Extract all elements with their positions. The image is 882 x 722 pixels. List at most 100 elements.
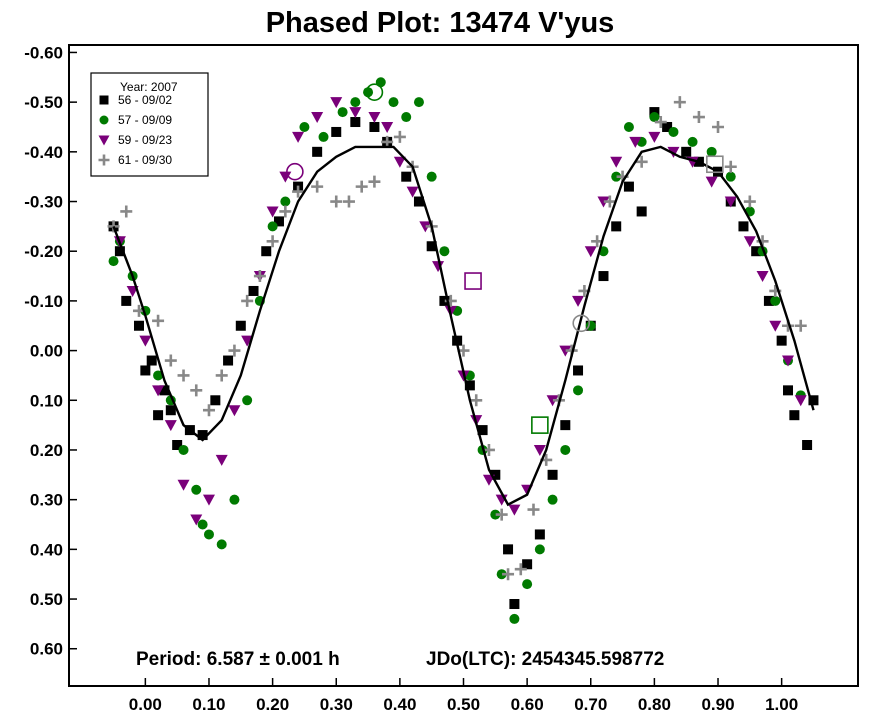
y-tick-label: 0.10 [30, 391, 63, 410]
y-tick-label: -0.20 [24, 242, 63, 261]
data-point [623, 181, 634, 192]
data-point [153, 410, 164, 421]
data-point [368, 175, 381, 188]
data-point [292, 131, 305, 143]
data-point [789, 410, 800, 421]
data-point [603, 195, 616, 208]
data-point [743, 195, 756, 208]
data-point [426, 171, 437, 182]
data-point [751, 246, 762, 257]
data-point [598, 271, 609, 282]
data-point [648, 131, 661, 143]
legend-label: 61 - 09/30 [118, 153, 172, 167]
data-point [560, 444, 571, 455]
data-point [527, 503, 540, 516]
data-point [177, 369, 190, 382]
data-point [776, 335, 787, 346]
data-point [153, 370, 164, 381]
data-point [662, 121, 673, 132]
data-point [495, 508, 508, 521]
data-point [350, 97, 361, 108]
data-point [228, 344, 241, 357]
data-point [133, 320, 144, 331]
data-point [509, 599, 520, 610]
data-point [533, 444, 546, 456]
data-point [241, 335, 254, 347]
y-tick-label: -0.10 [24, 292, 63, 311]
data-point [178, 444, 189, 455]
data-point [470, 394, 483, 407]
fit-curve [112, 145, 815, 507]
data-point [350, 117, 361, 128]
open-marker [286, 162, 304, 181]
data-point [253, 270, 266, 283]
data-point [706, 146, 717, 157]
data-point [482, 443, 495, 456]
data-point [572, 295, 585, 307]
data-point [406, 186, 419, 198]
data-point [763, 295, 774, 306]
data-point [546, 395, 559, 407]
data-point [164, 420, 177, 432]
data-point [311, 180, 324, 193]
data-point [121, 295, 132, 306]
data-point [522, 559, 533, 570]
data-point [330, 195, 343, 208]
data-point [202, 494, 215, 506]
data-point [190, 514, 203, 526]
data-point [705, 176, 718, 188]
x-tick-label: 0.70 [574, 695, 607, 714]
data-point [152, 385, 165, 397]
data-point [159, 385, 170, 396]
data-point [573, 385, 584, 396]
x-tick-label: 0.00 [129, 695, 162, 714]
y-tick-label: -0.60 [24, 43, 63, 62]
data-point [738, 221, 749, 232]
open-marker [572, 314, 591, 333]
data-point [299, 121, 310, 132]
open-marker [531, 416, 549, 434]
legend-marker [99, 95, 109, 105]
data-point [393, 130, 406, 143]
data-point [522, 579, 533, 590]
data-point [668, 126, 679, 137]
data-point [146, 355, 157, 366]
data-point [330, 97, 343, 109]
data-point [202, 404, 215, 417]
data-point [229, 494, 240, 505]
data-point [292, 185, 305, 198]
x-tick-label: 0.60 [511, 695, 544, 714]
data-point [724, 196, 737, 208]
data-point [210, 395, 221, 406]
data-point [503, 544, 514, 555]
data-point [464, 380, 475, 391]
data-point [490, 469, 501, 480]
data-point [725, 171, 736, 182]
x-axis: 0.00 0.10 0.20 0.30 0.40 0.50 0.60 0.70 0.80 0.90… [129, 678, 798, 714]
data-point [712, 120, 725, 133]
data-point [496, 569, 507, 580]
data-point [191, 484, 202, 495]
y-tick-label: -0.40 [24, 143, 63, 162]
data-point [318, 131, 329, 142]
data-point [393, 156, 406, 168]
data-point [267, 221, 278, 232]
data-point [248, 285, 259, 296]
data-point [439, 295, 450, 306]
data-point [547, 494, 558, 505]
data-point [273, 216, 284, 227]
x-tick-label: 0.40 [383, 695, 416, 714]
open-marker [706, 155, 724, 174]
data-point [673, 96, 686, 109]
y-tick-label: 0.20 [30, 441, 63, 460]
data-point [508, 504, 521, 516]
data-point [636, 206, 647, 217]
data-point [216, 539, 227, 550]
data-point [266, 206, 279, 218]
data-point [388, 97, 399, 108]
x-tick-label: 1.00 [765, 695, 798, 714]
data-point [413, 196, 424, 207]
y-tick-label: 0.60 [30, 640, 63, 659]
data-point [802, 440, 813, 451]
